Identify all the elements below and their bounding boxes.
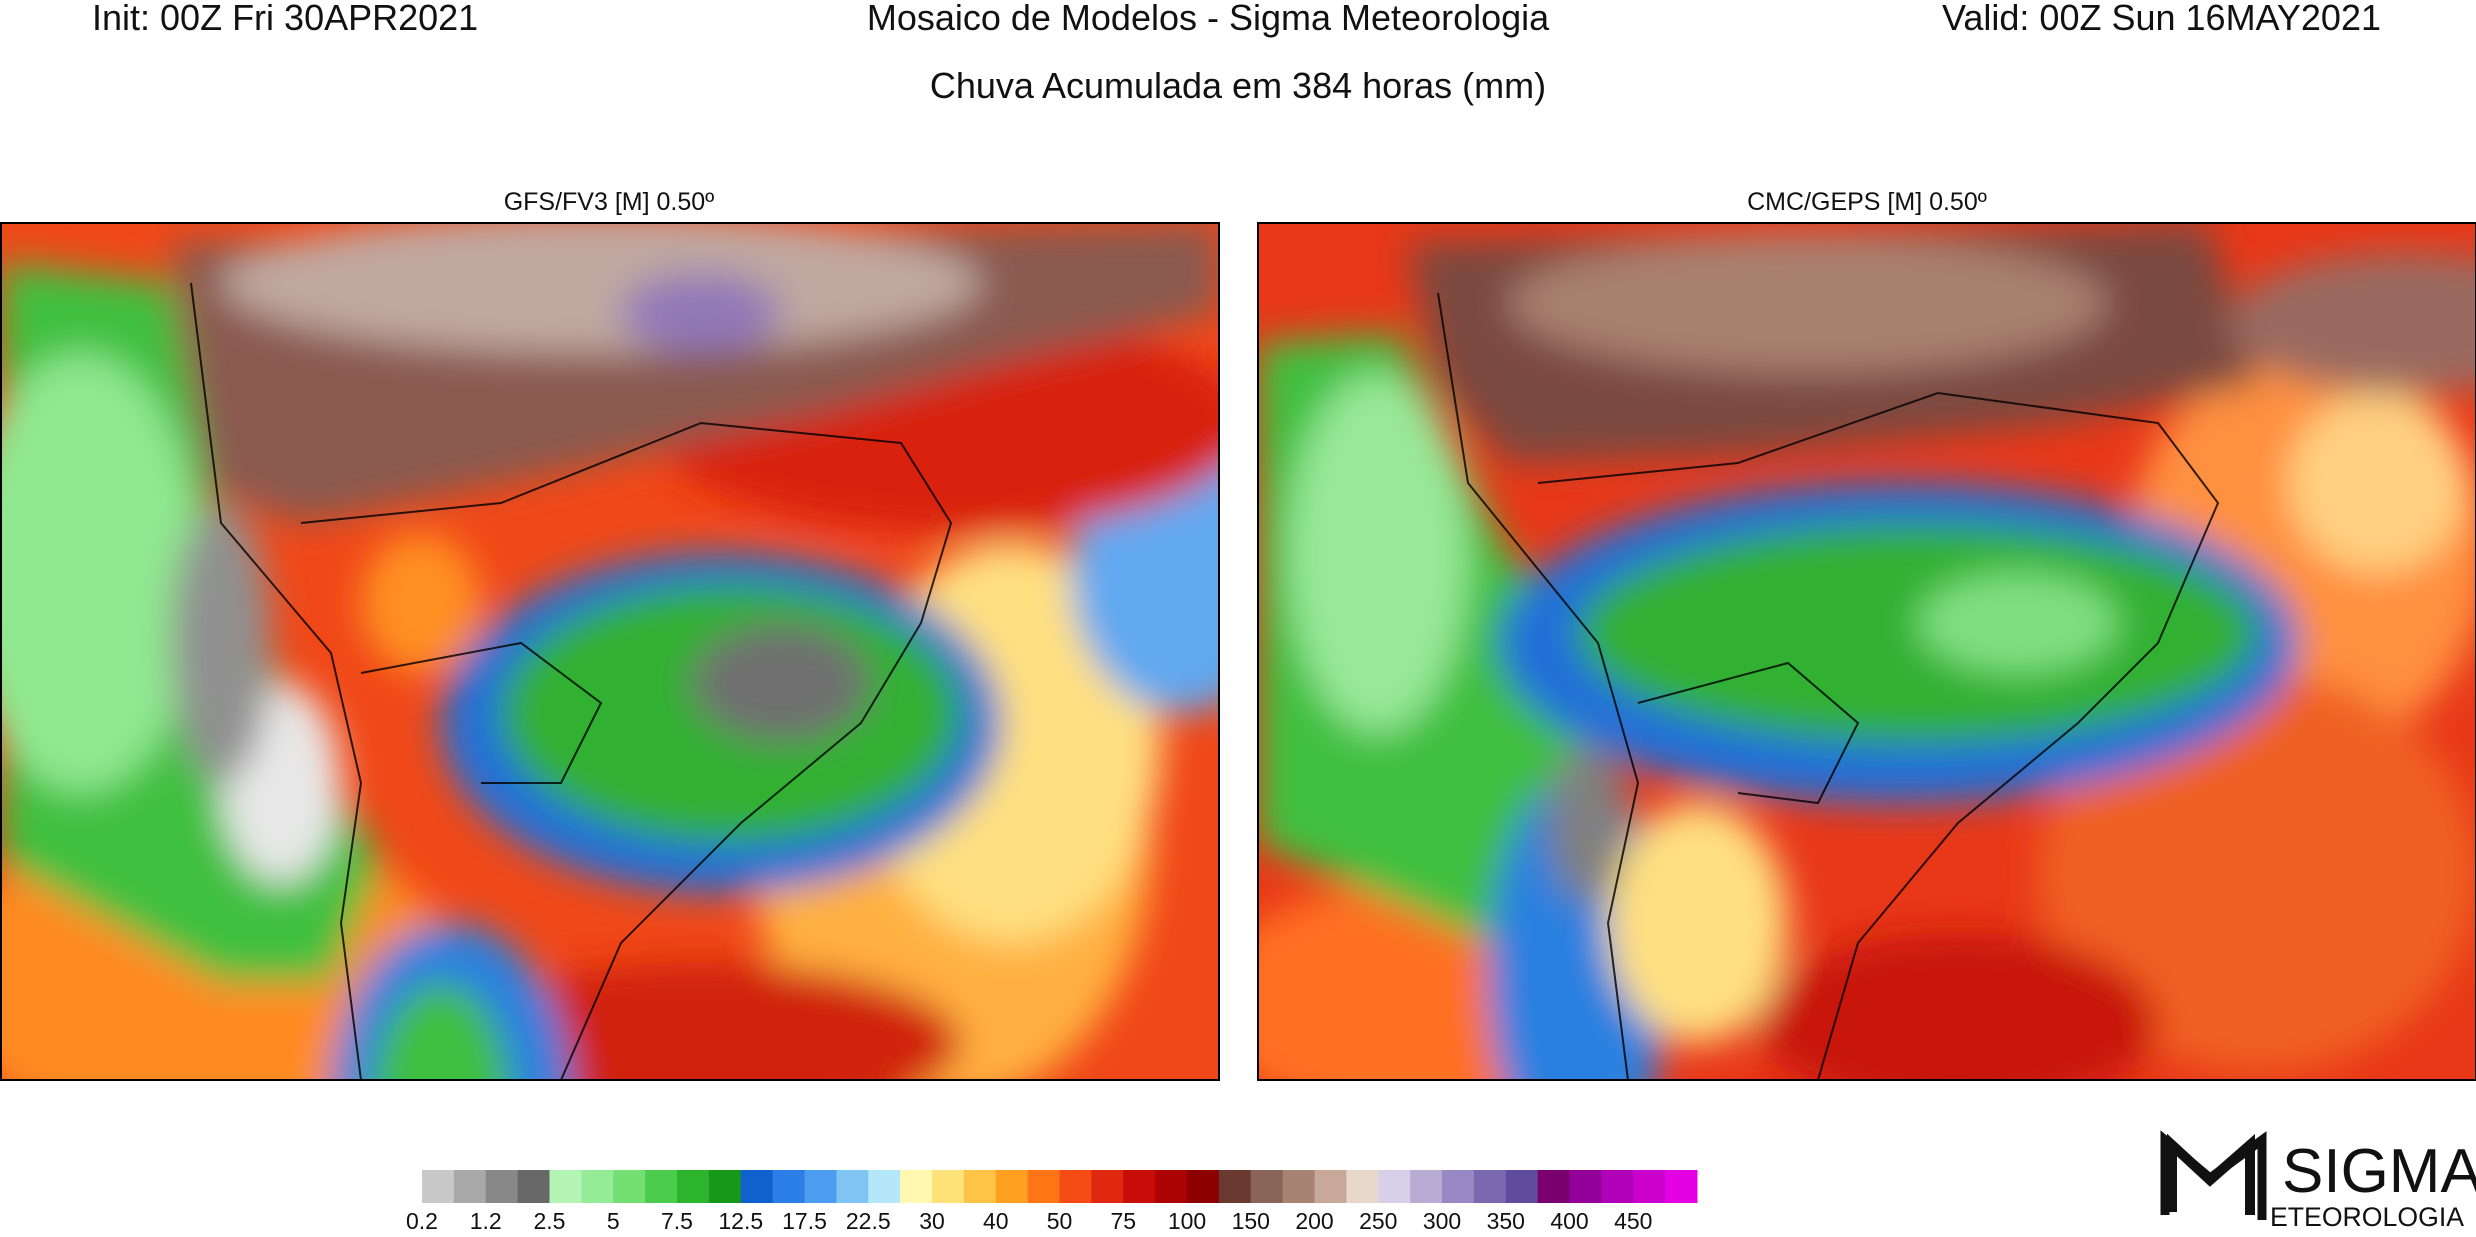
colorbar-swatch — [1218, 1170, 1252, 1203]
logo-tagline: ETEOROLOGIA — [2270, 1202, 2464, 1232]
colorbar-label: 2.5 — [534, 1208, 566, 1232]
colorbar-swatch — [453, 1170, 487, 1203]
colorbar-swatch — [485, 1170, 519, 1203]
colorbar-label: 200 — [1295, 1208, 1333, 1232]
subtitle: Chuva Acumulada em 384 horas (mm) — [930, 65, 1546, 106]
colorbar-swatch — [1123, 1170, 1156, 1203]
colorbar-swatch — [1250, 1170, 1284, 1203]
colorbar-label: 0.2 — [406, 1208, 438, 1232]
main-title: Mosaico de Modelos - Sigma Meteorologia — [867, 0, 1550, 38]
colorbar-swatch — [1282, 1170, 1315, 1203]
colorbar-swatch — [1314, 1170, 1347, 1203]
colorbar-swatch — [422, 1170, 455, 1203]
colorbar-swatch — [995, 1170, 1029, 1203]
colorbar-swatch — [900, 1170, 933, 1203]
colorbar-swatch — [677, 1170, 710, 1203]
colorbar-swatch — [1187, 1170, 1220, 1203]
colorbar-swatch — [740, 1170, 774, 1203]
colorbar-swatch — [1537, 1170, 1570, 1203]
colorbar-swatch — [1442, 1170, 1475, 1203]
colorbar-swatch — [517, 1170, 550, 1203]
colorbar-label: 150 — [1232, 1208, 1270, 1232]
colorbar-swatch — [804, 1170, 837, 1203]
colorbar-swatch — [1601, 1170, 1634, 1203]
colorbar-label: 5 — [607, 1208, 620, 1232]
colorbar-label: 250 — [1359, 1208, 1397, 1232]
colorbar-swatch — [1027, 1170, 1060, 1203]
colorbar-swatch — [613, 1170, 646, 1203]
colorbar-label: 30 — [919, 1208, 945, 1232]
colorbar-swatch — [1091, 1170, 1124, 1203]
colorbar-swatch — [581, 1170, 614, 1203]
logo: SIGMA ETEOROLOGIA — [2160, 1130, 2476, 1232]
colorbar-swatch — [1155, 1170, 1188, 1203]
colorbar-label: 50 — [1047, 1208, 1073, 1232]
colorbar-swatch — [1505, 1170, 1539, 1203]
colorbar-label: 75 — [1110, 1208, 1136, 1232]
colorbar-label: 350 — [1487, 1208, 1525, 1232]
colorbar-swatch — [549, 1170, 582, 1203]
map-panel — [1257, 222, 2476, 1081]
colorbar-swatch — [932, 1170, 965, 1203]
colorbar-label: 40 — [983, 1208, 1009, 1232]
colorbar-label: 100 — [1168, 1208, 1206, 1232]
logo-name: SIGMA — [2282, 1137, 2476, 1206]
colorbar-label: 450 — [1614, 1208, 1652, 1232]
panel-title: GFS/FV3 [M] 0.50º — [504, 188, 715, 216]
colorbar-swatch — [772, 1170, 805, 1203]
colorbar-label: 17.5 — [782, 1208, 827, 1232]
colorbar-swatch — [1059, 1170, 1092, 1203]
colorbar-swatch — [1410, 1170, 1443, 1203]
colorbar-label: 7.5 — [661, 1208, 693, 1232]
colorbar-swatch — [836, 1170, 869, 1203]
panel-title: CMC/GEPS [M] 0.50º — [1747, 188, 1987, 216]
colorbar-label: 300 — [1423, 1208, 1461, 1232]
valid-time: Valid: 00Z Sun 16MAY2021 — [1942, 0, 2381, 38]
colorbar-label: 12.5 — [718, 1208, 763, 1232]
colorbar-swatch — [1346, 1170, 1379, 1203]
map-panel — [0, 222, 1220, 1081]
init-time: Init: 00Z Fri 30APR2021 — [92, 0, 478, 38]
colorbar-swatch — [1378, 1170, 1411, 1203]
colorbar-label: 400 — [1550, 1208, 1588, 1232]
colorbar-label: 1.2 — [470, 1208, 502, 1232]
colorbar: 0.2 1.2 2.5 5 7.5 12.5 17.5 22.5 30 40 50 75 100 150 2… — [406, 1170, 1698, 1234]
colorbar-swatch — [645, 1170, 678, 1203]
colorbar-swatch — [963, 1170, 997, 1203]
colorbar-swatch — [868, 1170, 901, 1203]
colorbar-swatch — [1633, 1170, 1666, 1203]
colorbar-swatch — [1569, 1170, 1602, 1203]
colorbar-swatch — [1473, 1170, 1507, 1203]
colorbar-swatch — [708, 1170, 742, 1203]
colorbar-swatch — [1665, 1170, 1698, 1203]
colorbar-label: 22.5 — [846, 1208, 891, 1232]
